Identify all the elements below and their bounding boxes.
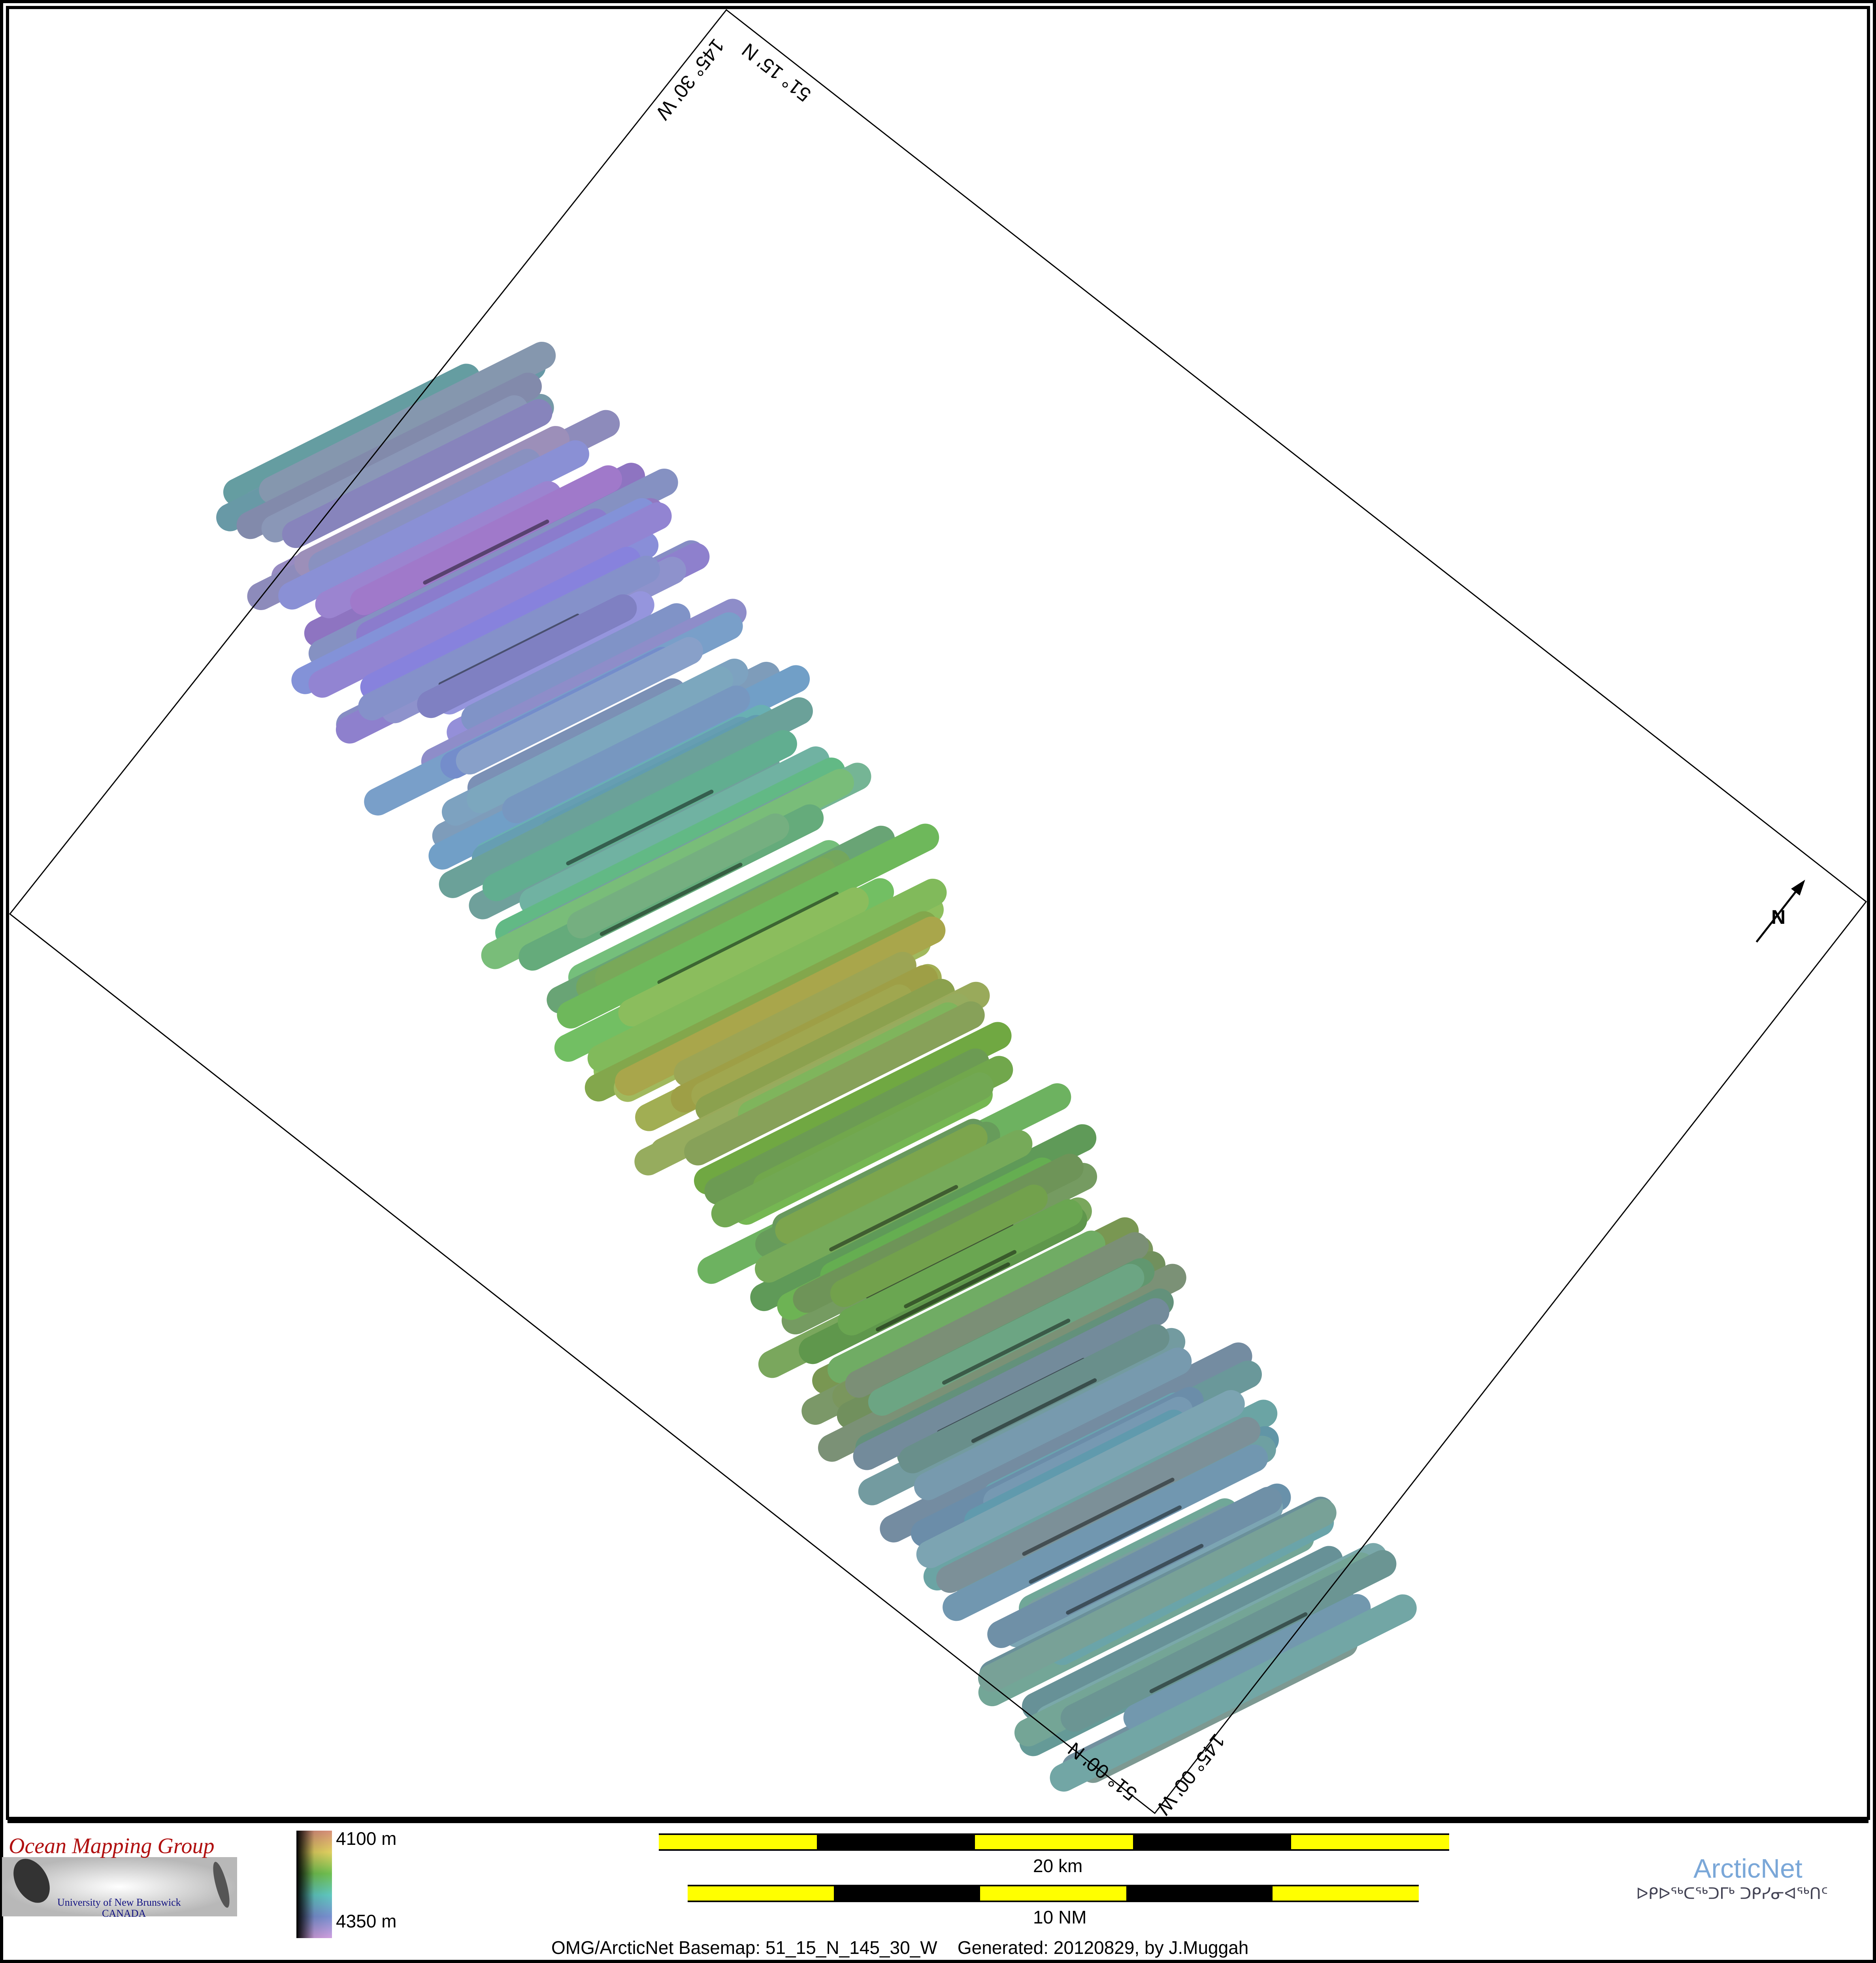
swath-shadow xyxy=(971,1378,1097,1443)
swath-shadow xyxy=(942,1319,1071,1385)
depth-min-label: 4100 m xyxy=(336,1828,397,1849)
swath-shadow xyxy=(1149,1612,1308,1694)
map-frame xyxy=(6,6,1870,1820)
swath-line xyxy=(818,1264,1186,1462)
swath-shadow xyxy=(566,789,714,865)
swath-line xyxy=(223,364,481,506)
swath-line xyxy=(711,1072,994,1228)
swath-line xyxy=(1123,1594,1371,1732)
swath-line xyxy=(1060,1550,1397,1732)
swath-line xyxy=(461,603,691,732)
swath-line xyxy=(830,1184,1048,1307)
swath-line xyxy=(557,823,939,1029)
swath-line xyxy=(282,399,552,548)
swath-line xyxy=(936,1417,1261,1593)
swath-line xyxy=(456,637,703,775)
swath-line xyxy=(261,395,528,543)
scale-km-label: 20 km xyxy=(1033,1856,1083,1876)
swath-shadow xyxy=(423,519,549,585)
scale-bar-nm xyxy=(688,1885,1419,1902)
swath-shadow xyxy=(1066,1544,1204,1615)
caption: OMG/ArcticNet Basemap: 51_15_N_145_30_W … xyxy=(551,1937,1249,1958)
swath-line xyxy=(618,887,869,1027)
swath-shadow xyxy=(600,863,743,936)
swath-line xyxy=(350,465,622,615)
swath-line xyxy=(587,878,947,1072)
swath-line xyxy=(595,857,836,992)
swath-shadow xyxy=(829,1185,958,1252)
swath-line xyxy=(916,1390,1245,1568)
swath-line xyxy=(1050,1594,1417,1792)
arcticnet-logo: ArcticNet xyxy=(1693,1854,1802,1884)
swath-line xyxy=(360,546,641,701)
omg-university: University of New Brunswick xyxy=(57,1897,181,1908)
swath-line xyxy=(868,1264,1144,1416)
swath-line xyxy=(615,916,946,1096)
swath-line xyxy=(278,440,589,610)
swath-line xyxy=(308,502,672,698)
arcticnet-syllabics: ᐅᑭᐅᖅᑕᖅᑐᒥᒃ ᑐᑭᓯᓂᐊᖅᑎᑦ xyxy=(1636,1885,1828,1903)
swath-line xyxy=(943,1444,1268,1621)
swath-line xyxy=(845,1232,1149,1398)
swath-line xyxy=(567,813,789,938)
swath-line xyxy=(358,556,660,721)
swath-line xyxy=(704,1048,990,1205)
omg-country: CANADA xyxy=(102,1908,146,1919)
swath-line xyxy=(880,1342,1252,1543)
swath-shadow xyxy=(876,1262,1011,1332)
swath-shadow xyxy=(657,891,839,984)
swath-line xyxy=(482,730,797,901)
scale-bar-km xyxy=(659,1833,1449,1851)
swath-line xyxy=(987,1486,1282,1648)
label-145-30-w: 145° 30' W xyxy=(651,35,729,124)
swath-line xyxy=(695,979,955,1123)
swath-line xyxy=(837,1199,1083,1336)
swath-line xyxy=(775,1124,988,1244)
svg-text:N: N xyxy=(1771,906,1785,928)
swath-shadow xyxy=(1029,1505,1182,1584)
swath-shadow xyxy=(904,1250,1017,1309)
swath-line xyxy=(236,373,542,539)
scale-nm-label: 10 NM xyxy=(1033,1907,1087,1927)
swath-line xyxy=(898,1324,1169,1473)
swath-line xyxy=(853,1298,1169,1470)
depth-max-label: 4350 m xyxy=(336,1911,397,1931)
north-arrow-icon: N xyxy=(1755,880,1805,943)
swath-line xyxy=(308,448,541,579)
survey-boundary xyxy=(9,9,1867,1814)
swath-line xyxy=(673,951,916,1087)
swath-line xyxy=(502,685,750,823)
swath-line xyxy=(755,1130,1033,1283)
swath-line xyxy=(417,594,637,718)
swath-shadow xyxy=(1022,1477,1175,1556)
swath-line xyxy=(914,1347,1192,1500)
swath-line xyxy=(467,666,733,814)
swath-line xyxy=(827,1230,1106,1383)
swath-line xyxy=(1022,1546,1343,1720)
bathymetry-swaths xyxy=(216,341,1417,1792)
swath-line xyxy=(259,341,556,504)
swath-line xyxy=(978,1499,1337,1692)
swath-line xyxy=(519,746,830,916)
swath-line xyxy=(684,1001,985,1166)
omg-title: Ocean Mapping Group xyxy=(9,1834,215,1858)
swath-line xyxy=(439,697,813,898)
